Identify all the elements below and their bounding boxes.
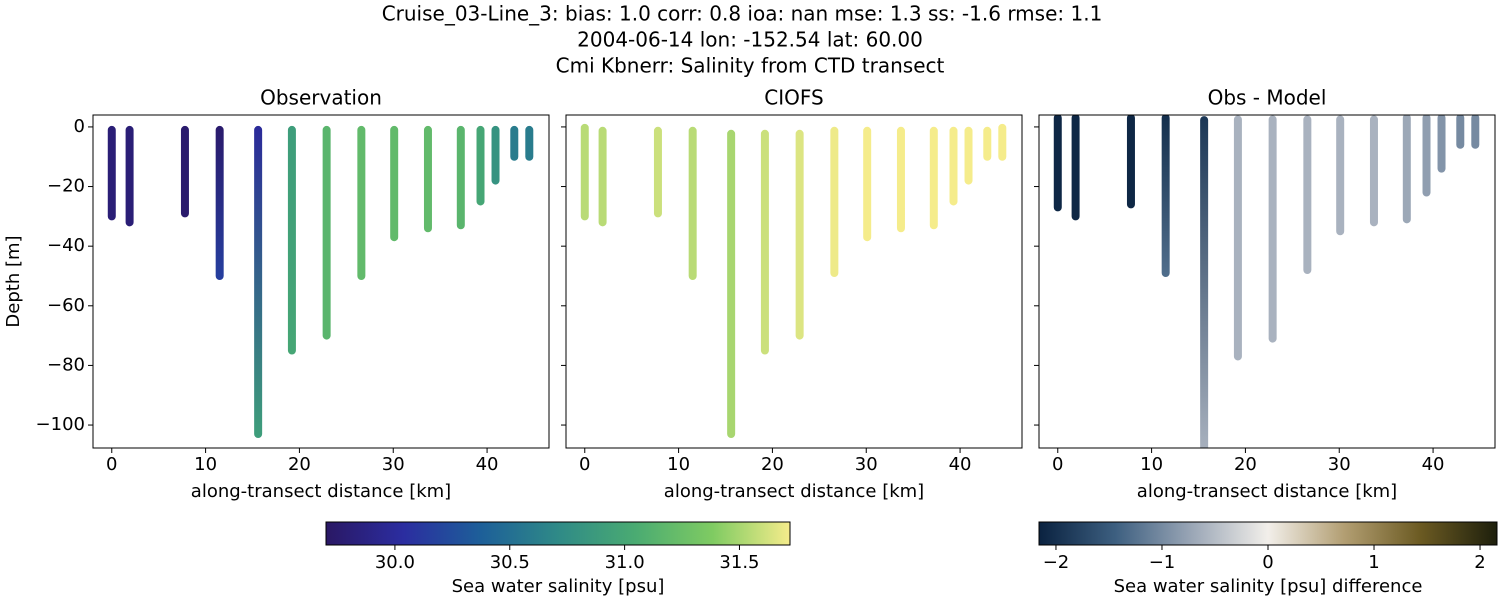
x-tick-label: 10 (1140, 454, 1163, 475)
colorbar-tick-label: 1 (1368, 552, 1379, 573)
casts (580, 123, 1007, 438)
x-tick-label: 0 (579, 454, 590, 475)
panel-title: Obs - Model (1208, 86, 1327, 110)
x-tick-label: 30 (1328, 454, 1351, 475)
y-tick-label: −20 (47, 176, 85, 197)
y-tick-label: −100 (36, 414, 85, 435)
y-tick-label: −40 (47, 235, 85, 256)
colorbar-tick-label: 2 (1474, 552, 1485, 573)
x-tick-label: 40 (949, 454, 972, 475)
casts (107, 125, 534, 438)
colorbar-label: Sea water salinity [psu] difference (1114, 576, 1423, 597)
x-tick-label: 40 (1422, 454, 1445, 475)
y-axis-label: Depth [m] (3, 235, 24, 327)
x-tick-label: 20 (288, 454, 311, 475)
y-tick-label: −80 (47, 354, 85, 375)
x-tick-label: 30 (382, 454, 405, 475)
x-tick-label: 0 (106, 454, 117, 475)
x-tick-label: 40 (476, 454, 499, 475)
colorbar-tick-label: −2 (1043, 552, 1070, 573)
plot-frame (1038, 114, 1496, 449)
x-tick-label: 10 (194, 454, 217, 475)
title-line: Cruise_03-Line_3: bias: 1.0 corr: 0.8 io… (382, 2, 1103, 26)
casts (1053, 115, 1480, 448)
x-tick-label: 30 (855, 454, 878, 475)
x-axis-label: along-transect distance [km] (1137, 481, 1397, 502)
colorbar (1038, 521, 1498, 546)
x-axis-label: along-transect distance [km] (664, 481, 924, 502)
y-tick-label: −60 (47, 295, 85, 316)
colorbar-tick-label: 30.5 (490, 552, 530, 573)
colorbar-tick-label: 31.5 (719, 552, 759, 573)
colorbar-tick-label: 0 (1262, 552, 1273, 573)
plot-frame (565, 114, 1023, 449)
colorbar-tick-label: −1 (1149, 552, 1176, 573)
title-line: 2004-06-14 lon: -152.54 lat: 60.00 (577, 28, 923, 52)
x-tick-label: 20 (761, 454, 784, 475)
panel-title: Observation (260, 86, 382, 110)
title-line: Cmi Kbnerr: Salinity from CTD transect (556, 54, 945, 78)
colorbar (325, 521, 791, 546)
colorbar-tick-label: 31.0 (605, 552, 645, 573)
x-axis-label: along-transect distance [km] (191, 481, 451, 502)
colorbar-label: Sea water salinity [psu] (452, 576, 665, 597)
x-tick-label: 20 (1234, 454, 1257, 475)
x-tick-label: 0 (1052, 454, 1063, 475)
colorbar-tick-label: 30.0 (375, 552, 415, 573)
panel-title: CIOFS (764, 86, 823, 110)
plot-frame (92, 114, 550, 449)
y-tick-label: 0 (74, 116, 85, 137)
x-tick-label: 10 (667, 454, 690, 475)
